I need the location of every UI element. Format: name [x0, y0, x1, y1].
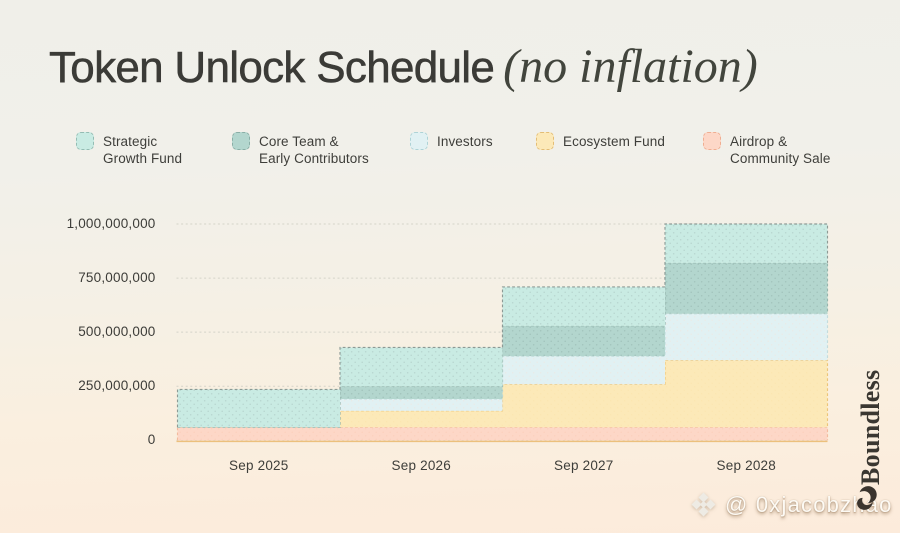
area-outline: [176, 223, 829, 428]
legend-swatch: [232, 132, 250, 150]
boundless-logo-icon: [857, 486, 877, 510]
legend-swatch: [76, 132, 94, 150]
title-main: Token Unlock Schedule: [49, 43, 495, 93]
legend-swatch: [410, 132, 428, 150]
x-tick-label: Sep 2027: [554, 458, 614, 473]
legend-label: Core Team & Early Contributors: [259, 134, 369, 166]
legend-swatch: [536, 132, 554, 150]
brand-wordmark: Boundless: [856, 369, 885, 485]
legend-label: Airdrop & Community Sale: [730, 134, 831, 166]
legend-item: Airdrop & Community Sale: [703, 132, 830, 167]
binance-diamond-icon: [691, 492, 716, 517]
y-tick-label: 500,000,000: [78, 324, 156, 340]
y-tick-label: 250,000,000: [78, 378, 156, 394]
legend-label: Investors: [437, 134, 493, 149]
x-tick-label: Sep 2028: [716, 458, 776, 473]
y-tick-label: 1,000,000,000: [66, 216, 156, 231]
legend-label: Strategic Growth Fund: [103, 134, 183, 166]
page-title: Token Unlock Schedule (no inflation): [49, 39, 758, 94]
legend-swatch: [703, 132, 721, 150]
legend-label: Ecosystem Fund: [563, 134, 665, 149]
x-tick-label: Sep 2026: [391, 458, 451, 473]
legend-item: Strategic Growth Fund: [76, 132, 182, 167]
area-airdrop-community-sale: [177, 427, 828, 441]
legend-item: Core Team & Early Contributors: [232, 132, 369, 167]
y-tick-label: 750,000,000: [78, 270, 156, 286]
title-accent: (no inflation): [503, 40, 758, 93]
legend-item: Investors: [410, 132, 493, 150]
legend-item: Ecosystem Fund: [536, 132, 665, 150]
y-tick-label: 0: [147, 432, 156, 448]
x-tick-label: Sep 2025: [229, 458, 289, 473]
